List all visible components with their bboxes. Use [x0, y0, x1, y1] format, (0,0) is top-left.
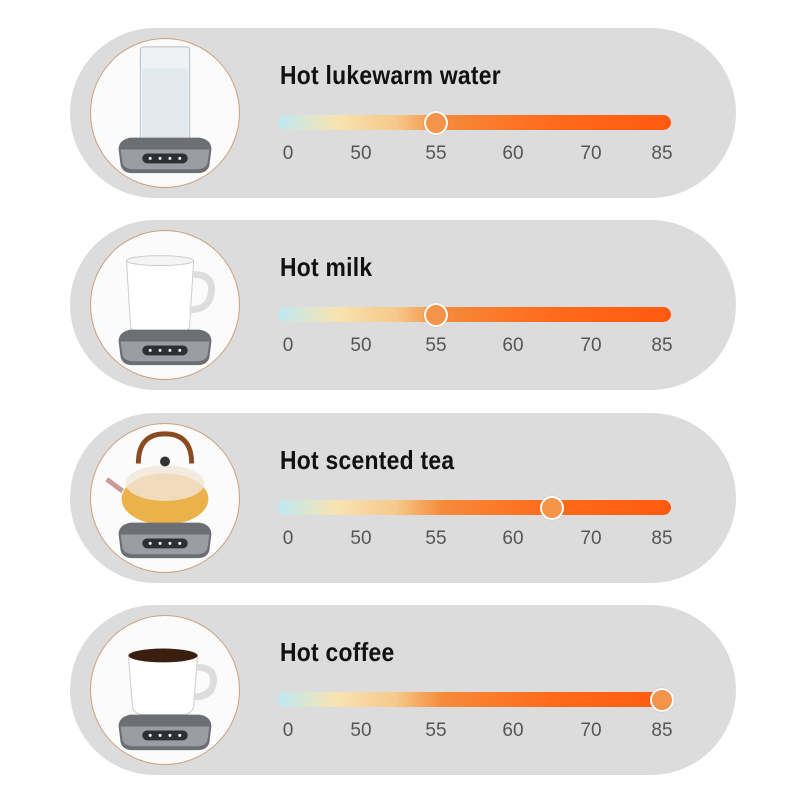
tick-label: 70 [580, 335, 602, 356]
glass-teapot-on-warmer-icon [90, 423, 240, 573]
tick-label: 0 [282, 720, 294, 741]
tick-label: 0 [282, 528, 294, 549]
tick-label: 70 [580, 720, 602, 741]
tick-label: 50 [350, 720, 372, 741]
slider-knob[interactable] [650, 687, 674, 712]
glass-of-water-on-warmer-icon [90, 38, 240, 188]
preset-title: Hot lukewarm water [280, 60, 501, 90]
temperature-slider[interactable] [278, 495, 671, 520]
tick-label: 55 [425, 143, 447, 164]
tick-label: 55 [425, 720, 447, 741]
tick-label: 85 [651, 720, 673, 741]
slider-knob[interactable] [540, 495, 564, 520]
tick-label: 50 [350, 528, 372, 549]
preset-card: Hot lukewarm water 0 50 55 60 70 85 [70, 28, 736, 198]
tick-label: 60 [502, 720, 524, 741]
preset-title: Hot coffee [280, 637, 395, 667]
slider-knob[interactable] [424, 302, 448, 327]
preset-title: Hot milk [280, 252, 373, 282]
tick-label: 50 [350, 335, 372, 356]
tick-label: 55 [425, 528, 447, 549]
tick-label: 0 [282, 335, 294, 356]
slider-knob[interactable] [424, 110, 448, 135]
tick-label: 70 [580, 528, 602, 549]
tick-label: 0 [282, 143, 294, 164]
temperature-slider[interactable] [278, 302, 671, 327]
preset-title: Hot scented tea [280, 445, 455, 475]
tick-label: 60 [502, 335, 524, 356]
tick-label: 85 [651, 528, 673, 549]
temperature-slider[interactable] [278, 687, 674, 712]
tick-label: 85 [651, 143, 673, 164]
tick-label: 60 [502, 528, 524, 549]
preset-card: Hot coffee 0 50 55 60 70 85 [70, 605, 736, 775]
tick-label: 85 [651, 335, 673, 356]
tick-label: 70 [580, 143, 602, 164]
tick-label: 60 [502, 143, 524, 164]
tick-label: 50 [350, 143, 372, 164]
milk-mug-on-warmer-icon [90, 230, 240, 380]
preset-card: Hot scented tea 0 50 55 60 70 85 [70, 413, 736, 583]
temperature-slider[interactable] [278, 110, 671, 135]
coffee-cup-on-warmer-icon [90, 615, 240, 765]
tick-label: 55 [425, 335, 447, 356]
preset-card: Hot milk 0 50 55 60 70 85 [70, 220, 736, 390]
